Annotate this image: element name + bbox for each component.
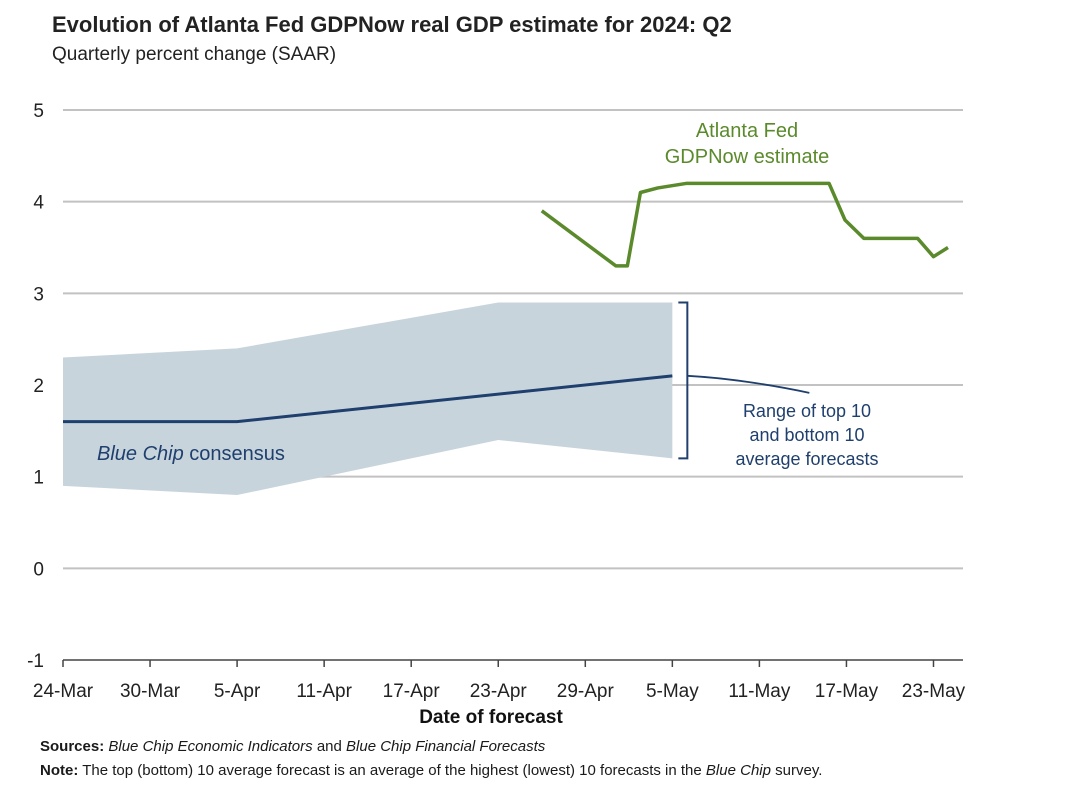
x-tick-label: 29-Apr [557,681,615,702]
sources-label: Sources: [40,738,105,755]
y-tick-label: 2 [33,376,44,397]
y-tick-label: 1 [33,468,44,489]
x-tick-label: 24-Mar [33,681,94,702]
blue-chip-consensus-line [63,374,673,424]
gdpnow-label: Atlanta Fed [696,120,798,142]
y-tick-label: 3 [33,284,44,305]
gdpnow-estimate-line [540,181,949,268]
sources-note: Sources: Blue Chip Economic Indicators a… [40,737,545,756]
chart-title: Evolution of Atlanta Fed GDPNow real GDP… [52,12,732,37]
range-bracket [678,301,810,460]
x-tick-label: 5-Apr [214,681,261,702]
chart-subtitle: Quarterly percent change (SAAR) [52,44,337,65]
range-bracket-shape [678,301,689,460]
x-tick-label: 11-May [728,681,790,702]
series-lines [63,181,949,424]
range-label: and bottom 10 [749,425,864,445]
forecast-range-band [63,302,673,495]
x-tick-label: 30-Mar [120,681,181,702]
range-leader-line [687,374,810,394]
x-tick-label: 17-Apr [383,681,441,702]
x-tick-label: 5-May [646,681,699,702]
blue-chip-label-italic: Blue Chip [97,443,184,465]
note-tail: survey. [775,762,823,779]
x-tick-label: 23-May [902,681,966,702]
note-italic: Blue Chip [705,762,771,779]
note-label: Note: [40,762,79,779]
y-tick-label: 4 [33,193,44,214]
x-axis-title: Date of forecast [419,707,563,728]
blue-chip-label: Blue Chip consensus [97,443,285,465]
sources-title-2: Blue Chip Financial Forecasts [346,738,546,755]
method-note: Note: The top (bottom) 10 average foreca… [40,761,900,780]
sources-and: and [316,738,342,755]
annotations: Atlanta Fed GDPNow estimate Blue Chip cons… [97,120,879,469]
y-tick-label: 0 [33,559,44,580]
blue-chip-label-rest: consensus [184,443,285,465]
gdpnow-label: GDPNow estimate [665,146,830,168]
y-tick-label: -1 [27,651,44,672]
x-axis: 5 4 3 2 1 0 -1 24-Mar 30-Mar 5-Apr 11-Apr 17-Apr 23-… [27,101,966,728]
range-label: Range of top 10 [743,401,871,421]
note-text: The top (bottom) 10 average forecast is … [82,762,702,779]
range-label: average forecasts [735,449,878,469]
sources-title-1: Blue Chip Economic Indicators [108,738,313,755]
chart-canvas: 5 4 3 2 1 0 -1 24-Mar 30-Mar 5-Apr 11-Apr 17-Apr 23-… [27,101,966,728]
x-tick-label: 17-May [815,681,879,702]
x-tick-label: 11-Apr [296,681,352,702]
y-tick-label: 5 [33,101,44,122]
x-tick-label: 23-Apr [470,681,528,702]
